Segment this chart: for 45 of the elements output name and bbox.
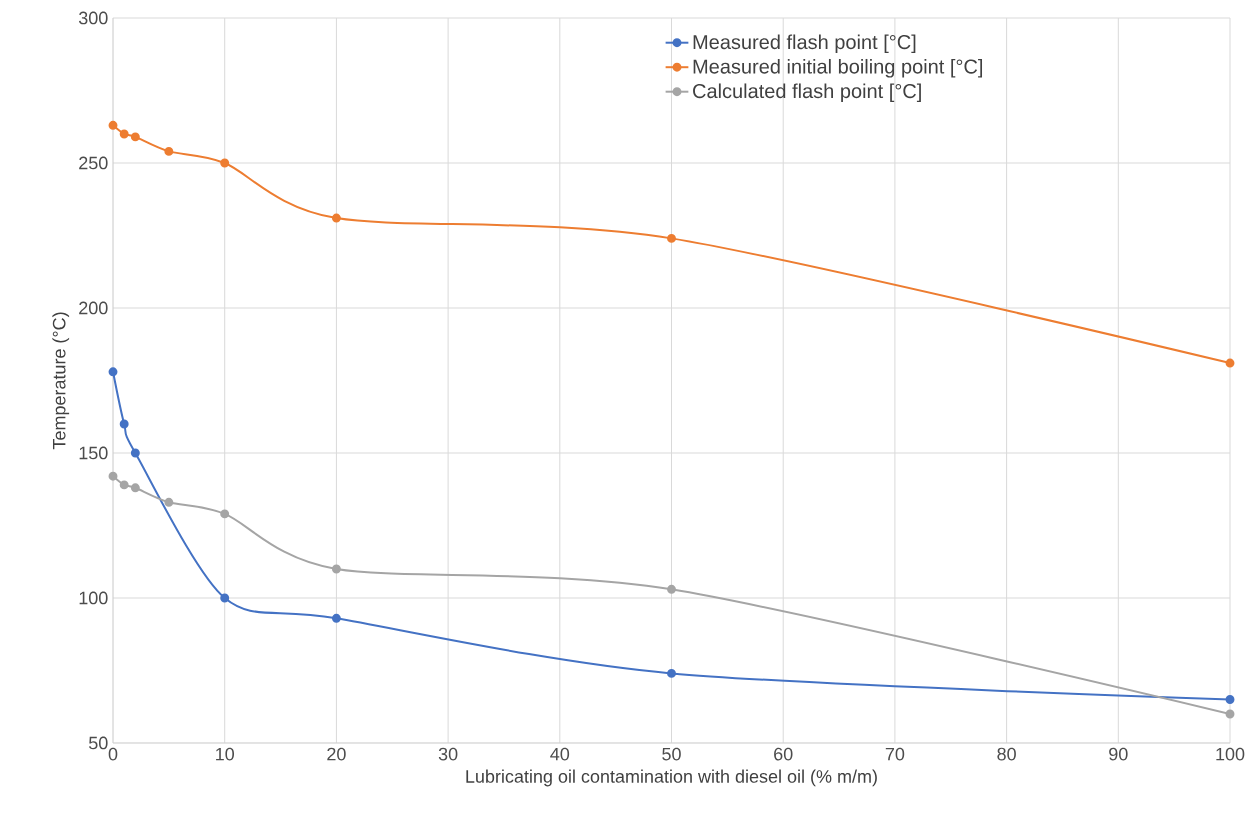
point [220,593,230,603]
point [667,584,676,594]
legend-label: Calculated flash point [°C] [693,83,921,103]
point [667,233,676,243]
legend-label: Measured initial boiling point [°C] [693,58,983,78]
point [108,367,118,377]
point [119,480,129,490]
y-tick-label: 150 [79,446,108,460]
point [331,564,341,574]
x-tick-label: 0 [108,747,118,761]
point [220,509,230,519]
y-tick-label: 250 [79,156,108,170]
point [164,146,174,156]
x-tick-label: 60 [774,747,793,761]
x-axis-title: Lubricating oil contamination with diesel oil (% m/m) [466,769,877,787]
point [130,483,140,493]
x-tick-label: 50 [662,747,681,761]
point [1225,695,1235,704]
point [130,132,140,142]
legend-label: Measured flash point [°C] [693,34,916,54]
point [331,613,341,623]
y-tick-label: 50 [88,736,108,750]
point [164,497,174,507]
x-tick-label: 70 [885,747,905,761]
point [130,448,140,458]
point [119,419,129,429]
x-tick-label: 10 [216,747,235,761]
point [108,120,118,130]
x-tick-label: 20 [327,747,346,761]
x-tick-label: 90 [1109,747,1128,761]
x-tick-label: 100 [1216,747,1245,761]
x-tick-label: 30 [438,747,458,761]
y-tick-label: 100 [79,591,108,605]
x-tick-label: 80 [997,747,1016,761]
x-tick-label: 40 [550,747,570,761]
point [1225,709,1235,719]
point [667,668,676,678]
point [220,158,230,168]
point [108,471,118,481]
y-tick-label: 200 [79,301,108,315]
point [331,213,341,223]
point [1225,358,1235,368]
point [119,129,129,139]
y-tick-label: 300 [78,11,108,25]
y-axis-title: Temperature (°C) [52,312,70,450]
